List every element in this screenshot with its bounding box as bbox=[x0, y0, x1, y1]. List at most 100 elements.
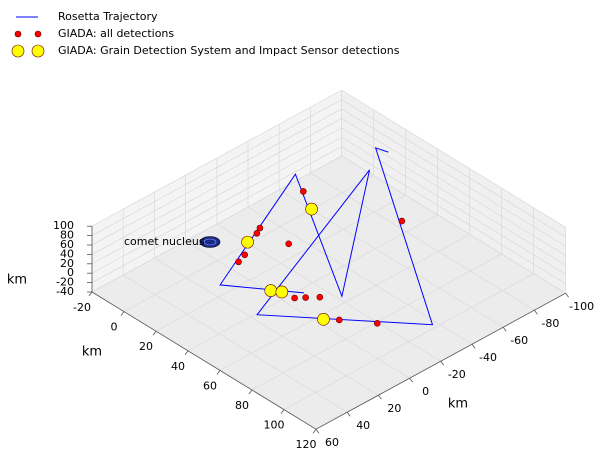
grid-line bbox=[91, 99, 342, 236]
grid-line bbox=[91, 155, 342, 293]
y-tick-label: 40 bbox=[356, 419, 370, 432]
z-tick-label: 40 bbox=[60, 247, 74, 260]
grid-line bbox=[216, 223, 442, 362]
y-tick-label: -80 bbox=[541, 317, 559, 330]
x-tick-label: 100 bbox=[264, 419, 285, 432]
y-tick bbox=[440, 360, 445, 366]
detection-point bbox=[241, 235, 254, 249]
y-tick bbox=[471, 343, 476, 349]
grid-line bbox=[91, 118, 342, 255]
x-tick-label: 80 bbox=[235, 399, 249, 412]
legend: Rosetta Trajectory GIADA: all detections G… bbox=[11, 10, 400, 58]
legend-marker bbox=[34, 30, 42, 38]
legend-marker bbox=[11, 44, 25, 58]
y-tick-label: -60 bbox=[510, 334, 528, 347]
x-tick bbox=[184, 350, 189, 356]
plot bbox=[219, 147, 434, 327]
detection-point bbox=[235, 258, 242, 266]
z-tick-label: 20 bbox=[60, 257, 74, 270]
y-tick-label: 20 bbox=[387, 402, 401, 415]
grid-line bbox=[91, 136, 342, 274]
y-tick bbox=[378, 394, 382, 400]
x-tick-label: 20 bbox=[139, 340, 153, 353]
detection-point bbox=[316, 293, 324, 301]
y-tick-label: -40 bbox=[479, 351, 497, 364]
z-axis-label: km bbox=[7, 273, 27, 288]
grid-line bbox=[91, 127, 342, 265]
grid-line bbox=[341, 118, 566, 256]
x-tick bbox=[312, 428, 317, 434]
grid-line bbox=[341, 155, 566, 294]
detection-point bbox=[241, 251, 249, 259]
trajectory-line bbox=[219, 147, 434, 326]
detection-point bbox=[285, 240, 292, 248]
detection-point bbox=[302, 294, 309, 301]
y-tick bbox=[565, 292, 569, 298]
y-tick bbox=[346, 411, 351, 417]
legend-label: GIADA: Grain Detection System and Impact… bbox=[58, 44, 400, 57]
comet-nucleus-marker bbox=[199, 236, 221, 248]
x-tick-label: 60 bbox=[203, 379, 217, 392]
x-axis-label: km bbox=[82, 345, 102, 360]
detection-point bbox=[317, 312, 330, 326]
detection-point bbox=[275, 285, 289, 299]
y-tick bbox=[409, 377, 413, 383]
x-tick-label: 40 bbox=[171, 360, 185, 373]
x-tick bbox=[88, 291, 93, 297]
grid-line bbox=[341, 99, 566, 238]
detection-point bbox=[335, 316, 343, 324]
detection-point bbox=[305, 202, 318, 216]
comet-nucleus-mesh bbox=[203, 238, 217, 246]
grid-line bbox=[341, 108, 566, 247]
detection-point bbox=[291, 294, 298, 302]
panes: -20020406080100120-100-80-60-40-20020406… bbox=[53, 89, 594, 451]
grid-line bbox=[91, 108, 342, 246]
x-tick-label: 0 bbox=[111, 321, 118, 334]
detection-point bbox=[253, 230, 261, 237]
x-tick-label: -20 bbox=[73, 301, 91, 314]
grid-line bbox=[185, 240, 410, 379]
y-tick-label: 0 bbox=[422, 385, 429, 398]
x-tick bbox=[280, 409, 285, 414]
detection-point bbox=[373, 320, 381, 327]
x-tick bbox=[152, 330, 157, 336]
grid-line bbox=[122, 274, 348, 413]
z-tick-label: 100 bbox=[53, 219, 74, 232]
x-tick bbox=[216, 370, 221, 375]
grid-line bbox=[341, 127, 566, 266]
y-tick bbox=[534, 309, 538, 315]
grid-line bbox=[341, 146, 566, 285]
y-axis-label: km bbox=[448, 397, 468, 412]
z-tick-label: -40 bbox=[56, 285, 74, 298]
grid-line bbox=[310, 172, 535, 311]
legend-label: Rosetta Trajectory bbox=[58, 10, 158, 23]
detection-point bbox=[398, 217, 406, 225]
y-tick-label: -20 bbox=[448, 368, 466, 381]
z-tick-label: 0 bbox=[67, 266, 74, 279]
grid-line bbox=[91, 146, 342, 283]
y-tick-label: 60 bbox=[325, 436, 339, 449]
detection-point bbox=[256, 224, 264, 232]
y-tick bbox=[502, 326, 507, 332]
detection-point bbox=[300, 188, 307, 195]
z-tick-label: 60 bbox=[60, 238, 74, 251]
grid-line bbox=[247, 206, 473, 345]
x-tick-label: 120 bbox=[296, 438, 317, 451]
right-wall-pane bbox=[341, 90, 566, 294]
grid-line bbox=[154, 257, 379, 396]
z-tick-label: 80 bbox=[60, 229, 74, 242]
grid-line bbox=[341, 136, 566, 275]
legend-marker bbox=[31, 44, 45, 58]
legend-marker bbox=[14, 30, 22, 38]
grid-line bbox=[341, 89, 566, 228]
y-tick-label: -100 bbox=[569, 300, 594, 313]
detection-point bbox=[264, 284, 278, 297]
annotation: comet nucleus bbox=[124, 235, 205, 248]
x-tick bbox=[248, 389, 253, 395]
grid-line bbox=[91, 89, 342, 227]
legend-label: GIADA: all detections bbox=[58, 27, 174, 40]
y-tick bbox=[315, 428, 320, 434]
x-axis-line bbox=[91, 291, 317, 430]
